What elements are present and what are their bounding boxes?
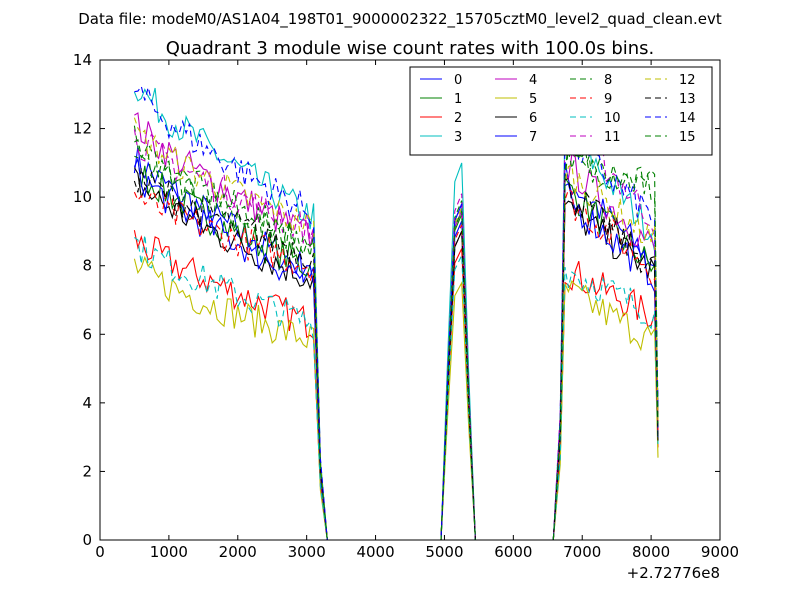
y-tick-label: 14 xyxy=(73,51,92,69)
legend-label-12: 12 xyxy=(679,73,696,88)
legend-label-5: 5 xyxy=(529,92,537,107)
legend-label-14: 14 xyxy=(679,111,696,126)
legend-label-11: 11 xyxy=(604,130,621,145)
series-line-2 xyxy=(133,230,659,541)
legend-label-0: 0 xyxy=(454,73,462,88)
series-line-14 xyxy=(134,85,659,541)
series-line-15 xyxy=(134,139,659,541)
legend-label-13: 13 xyxy=(679,92,696,107)
series-line-12 xyxy=(133,117,659,541)
y-tick-label: 10 xyxy=(73,188,92,206)
legend-label-15: 15 xyxy=(679,130,696,145)
x-tick-label: 5000 xyxy=(425,543,463,561)
y-tick-label: 6 xyxy=(82,325,92,343)
legend-label-2: 2 xyxy=(454,111,462,126)
y-tick-label: 0 xyxy=(82,531,92,549)
series-line-7 xyxy=(133,156,659,541)
x-tick-label: 4000 xyxy=(356,543,394,561)
legend-label-8: 8 xyxy=(604,73,612,88)
x-tick-label: 6000 xyxy=(494,543,532,561)
legend-label-3: 3 xyxy=(454,130,462,145)
y-tick-label: 12 xyxy=(73,120,92,138)
series-line-13 xyxy=(133,168,659,541)
x-tick-label: 1000 xyxy=(150,543,188,561)
legend-label-10: 10 xyxy=(604,111,621,126)
x-tick-label: 8000 xyxy=(632,543,670,561)
chart-title: Quadrant 3 module wise count rates with … xyxy=(166,38,655,59)
x-tick-label: 2000 xyxy=(219,543,257,561)
x-tick-label: 7000 xyxy=(563,543,601,561)
data-file-label: Data file: modeM0/AS1A04_198T01_90000023… xyxy=(78,10,722,29)
x-tick-label: 0 xyxy=(95,543,105,561)
series-layer xyxy=(133,85,659,541)
legend-label-7: 7 xyxy=(529,130,537,145)
series-line-5 xyxy=(133,255,659,541)
series-line-10 xyxy=(134,234,659,541)
series-line-1 xyxy=(134,155,659,541)
legend-label-6: 6 xyxy=(529,111,537,126)
legend-label-1: 1 xyxy=(454,92,462,107)
x-offset-label: +2.72776e8 xyxy=(627,564,720,582)
y-tick-label: 2 xyxy=(82,462,92,480)
x-tick-label: 9000 xyxy=(701,543,739,561)
axes-layer: 0 1000 2000 3000 4000 5000 6000 7000 8000 9000 0 2 4… xyxy=(73,51,739,561)
series-line-3 xyxy=(133,87,659,541)
plot-frame xyxy=(99,59,721,541)
legend-box xyxy=(409,66,713,156)
legend-label-4: 4 xyxy=(529,73,537,88)
legend-label-9: 9 xyxy=(604,92,612,107)
y-tick-label: 4 xyxy=(82,394,92,412)
y-tick-label: 8 xyxy=(82,257,92,275)
x-tick-label: 3000 xyxy=(288,543,326,561)
series-line-6 xyxy=(133,167,659,541)
